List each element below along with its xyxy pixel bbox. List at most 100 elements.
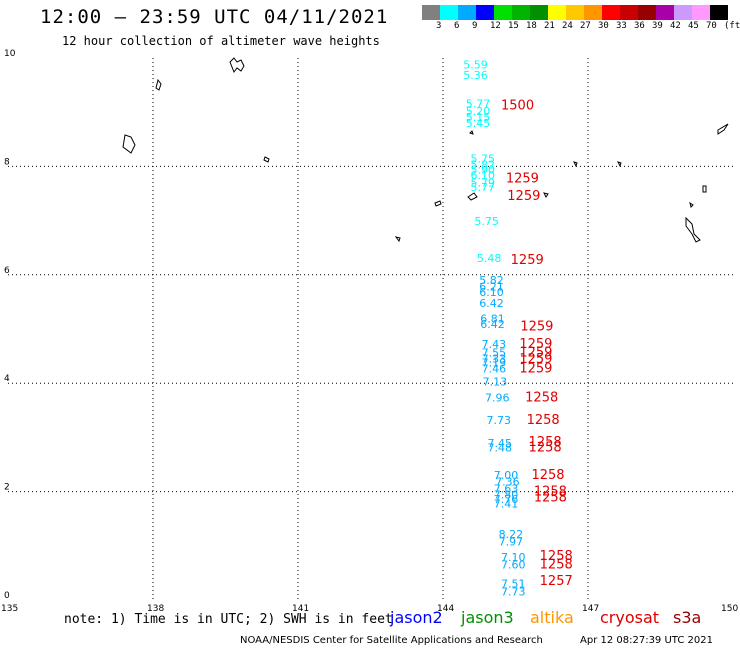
wave-height-label: 5.82 (471, 159, 496, 172)
time-label: 1259 (519, 346, 552, 361)
wave-height-label: 7.80 (494, 489, 519, 502)
legend-tick-label: 39 (652, 21, 663, 31)
time-label: 1259 (506, 172, 539, 187)
island (543, 192, 549, 198)
legend-swatch (638, 5, 656, 20)
legend-swatch (530, 5, 548, 20)
wave-height-label: 5.45 (466, 117, 491, 130)
wave-height-label: 7.10 (501, 551, 526, 564)
legend-swatch (494, 5, 512, 20)
wave-height-label: 7.73 (487, 414, 512, 427)
wave-height-label: 6.21 (479, 281, 504, 294)
wave-height-label: 7.45 (487, 437, 512, 450)
wave-height-label: 7.60 (501, 559, 526, 572)
wave-height-label: 7.55 (482, 347, 507, 360)
wave-height-label: 7.13 (483, 375, 508, 388)
legend-swatch (548, 5, 566, 20)
island (573, 161, 578, 168)
y-tick-label: 8 (4, 157, 10, 167)
page-subtitle: 12 hour collection of altimeter wave hei… (62, 34, 380, 48)
credit-text: NOAA/NESDIS Center for Satellite Applica… (240, 635, 543, 646)
time-label: 1259 (519, 337, 552, 352)
legend-tick-label: 18 (526, 21, 537, 31)
legend-swatch (674, 5, 692, 20)
legend-swatch (710, 5, 728, 20)
wave-height-label: 7.73 (501, 586, 526, 599)
legend-swatch (566, 5, 584, 20)
x-tick-label: 150 (721, 604, 738, 614)
x-tick-label: 138 (147, 604, 164, 614)
island (155, 78, 162, 91)
timestamp-text: Apr 12 08:27:39 UTC 2021 (580, 635, 713, 646)
time-label: 1258 (529, 435, 562, 450)
legend-tick-label: 6 (454, 21, 460, 31)
wave-height-label: 7.63 (494, 483, 519, 496)
wave-height-label: 7.48 (487, 441, 512, 454)
wave-height-label: 5.36 (463, 69, 488, 82)
time-label: 1258 (529, 440, 562, 455)
time-label: 1258 (534, 484, 567, 499)
time-label: 1259 (519, 361, 552, 376)
wave-height-label: 7.51 (501, 578, 526, 591)
time-label: 1258 (534, 490, 567, 505)
time-label: 1258 (527, 413, 560, 428)
time-label: 1258 (525, 391, 558, 406)
wave-height-label: 7.33 (482, 353, 507, 366)
time-label: 1259 (507, 189, 540, 204)
axis-labels: 135 138 141 144 147 150 10 8 6 4 2 0 (1, 49, 738, 614)
time-label: 1259 (511, 253, 544, 268)
wave-height-label: 5.79 (471, 176, 496, 189)
legend-tick-label: 45 (688, 21, 699, 31)
wave-height-label: 7.00 (494, 469, 519, 482)
y-tick-label: 6 (4, 266, 10, 276)
legend-tick-label: 3 (436, 21, 442, 31)
time-label: 1259 (519, 352, 552, 367)
legend-swatch (692, 5, 710, 20)
island (689, 201, 694, 208)
time-label: 1258 (540, 549, 573, 564)
wave-height-label: 5.75 (471, 153, 496, 166)
time-labels: 1500125912591259125912591259125912591258… (501, 98, 573, 588)
legend-swatch (458, 5, 476, 20)
wave-height-label: 6.10 (471, 169, 496, 182)
satellite-label-s3a: s3a (673, 608, 702, 627)
wave-height-label: 5.15 (466, 111, 491, 124)
wave-height-label: 6.81 (480, 312, 505, 325)
wave-height-label: 5.77 (466, 97, 491, 110)
time-label: 1258 (540, 558, 573, 573)
island (469, 130, 474, 135)
legend-swatch (422, 5, 440, 20)
legend-tick-label: 70 (706, 21, 717, 31)
island (617, 161, 622, 168)
legend-tick-label: 21 (544, 21, 555, 31)
map-grid (8, 58, 733, 600)
island (434, 200, 442, 207)
coastlines (122, 57, 729, 243)
wave-height-label: 7.46 (482, 362, 507, 375)
satellite-label-cryosat: cryosat (600, 608, 660, 627)
island (263, 156, 270, 163)
wave-height-label: 5.48 (477, 252, 502, 265)
legend-tick-label: 30 (598, 21, 609, 31)
wave-height-label: 7.96 (485, 392, 510, 405)
legend-swatch (512, 5, 530, 20)
wave-height-label: 5.59 (463, 58, 488, 71)
legend-swatch (602, 5, 620, 20)
legend-swatch (656, 5, 674, 20)
wave-height-label: 7.19 (482, 356, 507, 369)
satellite-label-jason3: jason3 (461, 608, 514, 627)
y-tick-label: 2 (4, 483, 10, 493)
wave-height-labels: 5.595.365.775.205.155.455.755.825.906.10… (463, 58, 525, 598)
time-label: 1257 (540, 574, 573, 589)
legend-tick-label: 33 (616, 21, 627, 31)
legend-tick-label: 24 (562, 21, 573, 31)
y-tick-label: 10 (4, 49, 16, 59)
y-tick-label: 4 (4, 374, 10, 384)
wave-height-label: 6.42 (480, 318, 505, 331)
time-label: 1500 (501, 98, 534, 113)
wave-height-label: 7.97 (499, 535, 524, 548)
legend-tick-label: 9 (472, 21, 478, 31)
wave-height-label: 8.22 (499, 528, 524, 541)
wave-height-label: 5.82 (479, 274, 504, 287)
